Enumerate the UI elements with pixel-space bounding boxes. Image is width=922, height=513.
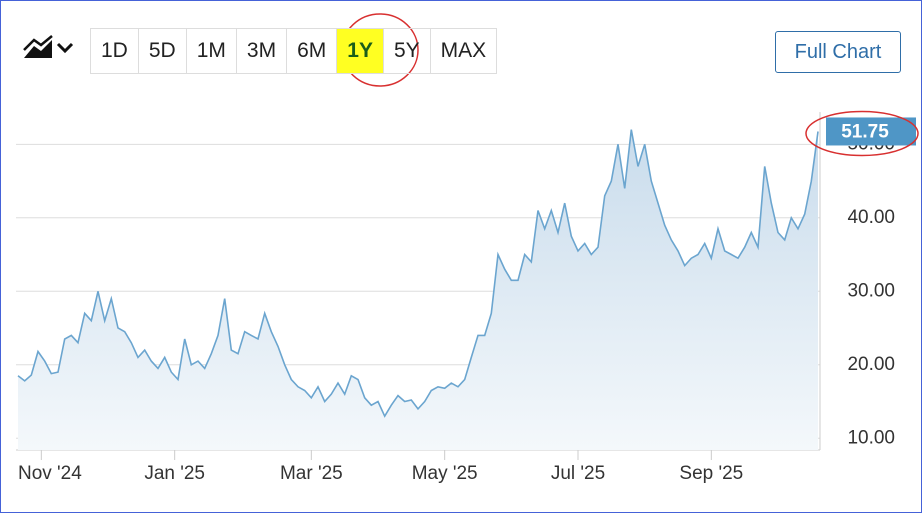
x-tick-label: Jan '25 [144,463,205,484]
y-tick-label: 20.00 [847,354,895,375]
y-tick-label: 30.00 [847,280,895,301]
chart-icon [23,35,74,58]
price-line [17,129,819,418]
last-price-label: 51.75 [841,121,889,142]
range-selector: 1D 5D 1M 3M 6M 1Y 5Y MAX [90,28,498,74]
x-tick-label: Mar '25 [280,463,343,484]
range-button[interactable]: 1D [91,29,139,73]
full-chart-button[interactable]: Full Chart [775,31,901,73]
x-tick-label: Nov '24 [18,463,82,484]
last-price-box [826,117,916,146]
range-button[interactable]: 3M [237,29,288,73]
y-tick-label: 10.00 [847,427,895,448]
range-button[interactable]: MAX [440,39,487,62]
range-button[interactable]: 5D [139,29,187,73]
range-button[interactable]: 1M [187,29,237,73]
x-tick-label: Sep '25 [679,463,743,484]
area [18,129,818,450]
range-button[interactable]: 5Y [384,29,431,73]
range-button[interactable]: 1Y [337,29,384,73]
y-tick-label: 40.00 [847,207,895,228]
x-tick-label: May '25 [412,463,478,484]
x-tick-label: Jul '25 [551,463,605,484]
range-button[interactable]: 6M [287,29,338,73]
annotation-circle [805,110,919,157]
